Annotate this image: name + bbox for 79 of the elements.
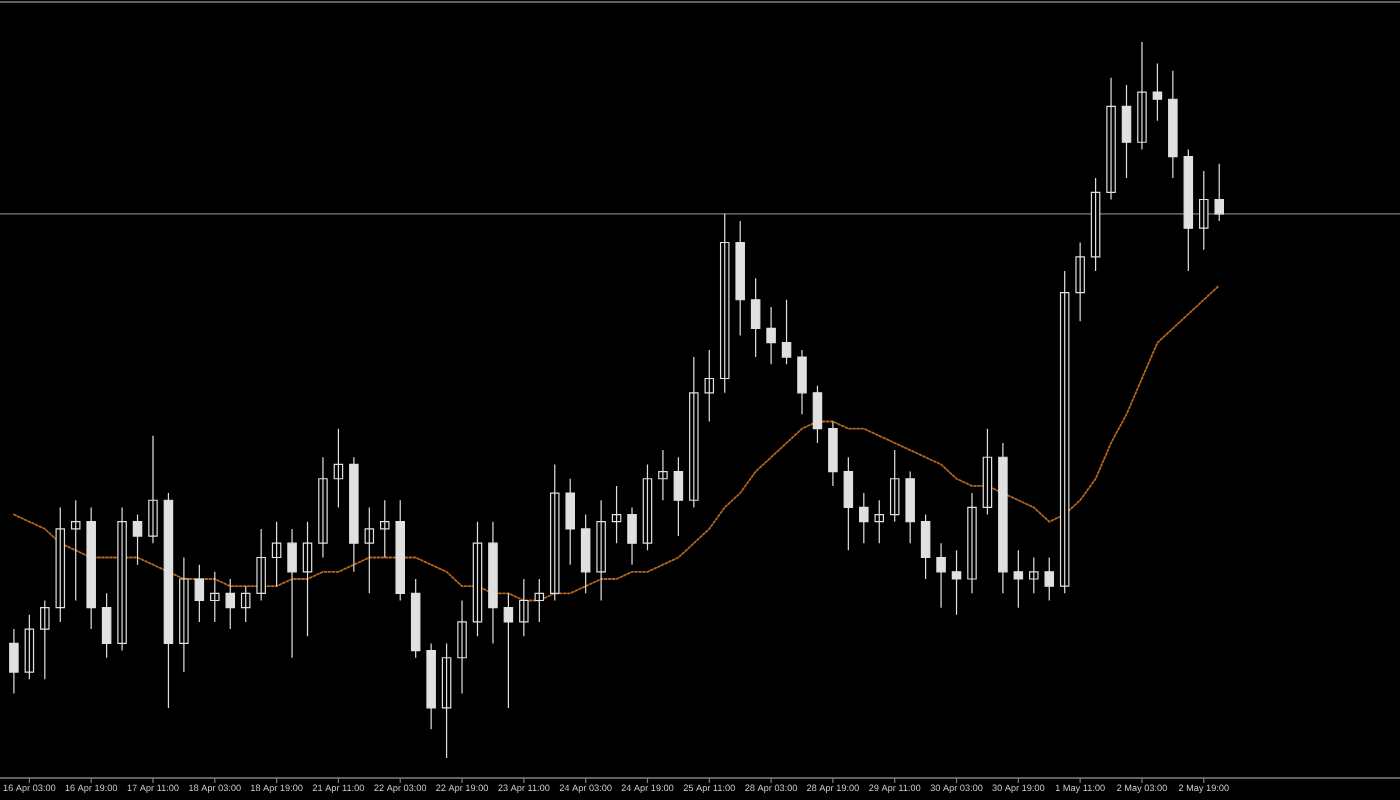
- candlestick: [40, 599, 50, 680]
- candlestick: [936, 542, 946, 609]
- candlestick: [410, 578, 421, 659]
- candlestick: [843, 456, 854, 551]
- candlestick: [1121, 84, 1132, 179]
- candlestick: [287, 528, 297, 659]
- candlestick: [689, 356, 699, 508]
- candlestick: [194, 564, 205, 623]
- candlestick: [596, 499, 606, 602]
- candlestick: [1199, 170, 1209, 251]
- candlestick: [426, 642, 436, 730]
- candlestick: [1214, 163, 1224, 222]
- candlestick: [673, 456, 684, 537]
- candlestick: [55, 506, 66, 623]
- candlestick: [132, 513, 143, 566]
- candlestick: [380, 499, 390, 559]
- candlestick: [828, 420, 838, 487]
- candlestick: [565, 478, 575, 566]
- candlestick: [395, 499, 405, 602]
- candlestick: [967, 492, 977, 594]
- candlestick: [210, 571, 220, 623]
- candlestick: [874, 499, 885, 544]
- candlestick: [256, 528, 266, 602]
- candlestick: [1183, 148, 1194, 272]
- candlestick: [148, 435, 158, 544]
- candlestick: [1044, 556, 1055, 602]
- candlestick: [441, 642, 452, 759]
- candlestick: [534, 578, 545, 623]
- candlestick: [905, 470, 915, 544]
- candlestick: [766, 306, 776, 365]
- candlestick: [719, 213, 730, 394]
- candlestick: [1029, 556, 1039, 594]
- candlestick: [797, 349, 807, 415]
- candlestick: [1152, 62, 1163, 122]
- candlestick: [1090, 177, 1101, 272]
- candlestick: [627, 506, 637, 566]
- candlestick: [642, 463, 653, 551]
- candlestick: [704, 349, 715, 423]
- candlestick: [318, 456, 328, 559]
- candlestick: [982, 428, 993, 516]
- candlestick: [86, 506, 96, 630]
- candlestick: [859, 492, 869, 544]
- candlestick: [163, 492, 174, 709]
- candlestick: [364, 506, 375, 594]
- candlestick: [225, 578, 236, 630]
- candlestick: [101, 592, 112, 659]
- candlestick: [998, 442, 1008, 594]
- candlestick: [1106, 77, 1116, 201]
- candlestick: [24, 614, 35, 680]
- candlestick: [519, 578, 529, 637]
- candlestick: [179, 556, 189, 673]
- candlestick: [951, 549, 962, 616]
- candlestick: [457, 599, 467, 695]
- candlestick: [1137, 41, 1147, 150]
- candlestick: [503, 592, 514, 709]
- candlestick: [1168, 70, 1178, 179]
- candlestick: [240, 585, 251, 623]
- candlestick: [1075, 241, 1085, 322]
- candlestick: [333, 428, 344, 508]
- candlestick: [920, 513, 931, 580]
- candlestick: [549, 463, 560, 602]
- candlestick: [1059, 270, 1070, 594]
- candlestick: [611, 485, 622, 544]
- candlestick: [889, 449, 900, 523]
- candlestick: [750, 277, 761, 358]
- candlestick: [781, 299, 792, 365]
- candlestick: [735, 220, 745, 337]
- candlestick: [349, 456, 359, 573]
- candlestick: [271, 521, 282, 587]
- candlestick: [580, 513, 591, 594]
- candlestick: [1013, 549, 1024, 609]
- candlestick: [302, 521, 313, 637]
- candlestick: [812, 385, 823, 444]
- candlestick: [488, 521, 498, 645]
- candlestick: [472, 521, 483, 637]
- candlestick: [9, 628, 19, 695]
- candlestick: [117, 506, 127, 652]
- candlestick: [70, 499, 81, 602]
- candlestick: [658, 449, 668, 501]
